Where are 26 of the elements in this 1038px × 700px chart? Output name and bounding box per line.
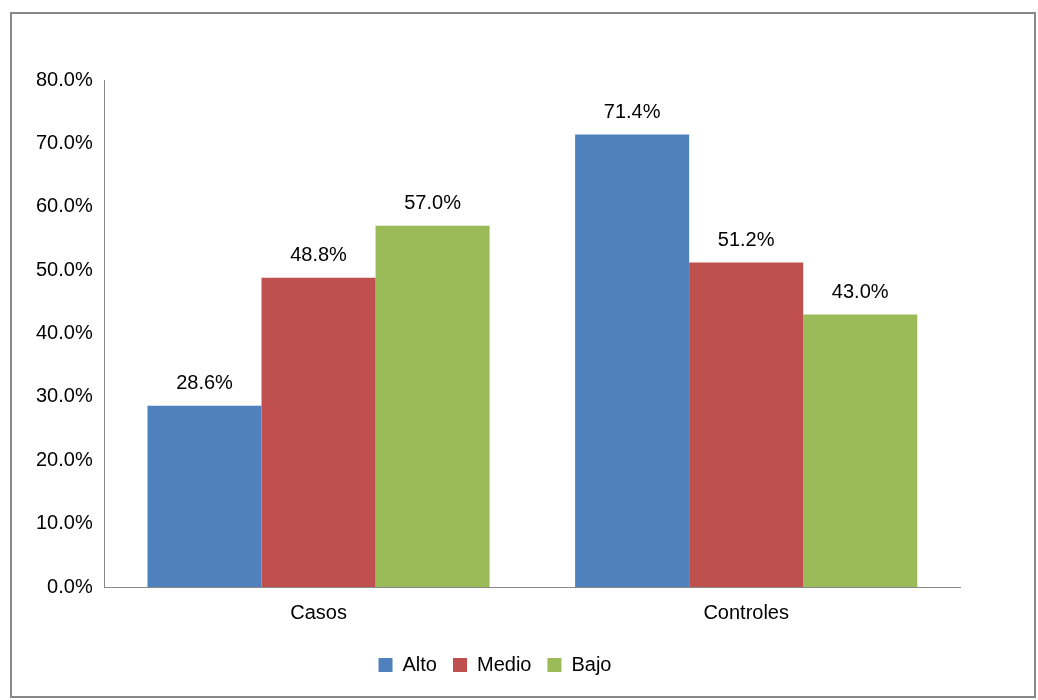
y-tick-label: 30.0%: [35, 384, 93, 407]
y-tick-label: 70.0%: [35, 130, 93, 153]
x-tick-label: Controles: [703, 600, 789, 623]
x-tick-label: Casos: [290, 600, 347, 623]
data-label: 48.8%: [290, 243, 348, 266]
y-tick-label: 0.0%: [47, 574, 93, 597]
data-label: 71.4%: [603, 100, 661, 123]
bar: [375, 225, 490, 587]
legend-label: Alto: [402, 652, 437, 675]
data-label: 28.6%: [176, 371, 234, 394]
bar: [147, 405, 262, 587]
bar: [803, 314, 918, 587]
bar: [689, 262, 804, 587]
y-tick-label: 40.0%: [35, 321, 93, 344]
bar: [261, 277, 376, 587]
data-label: 43.0%: [831, 280, 889, 302]
y-tick-label: 50.0%: [35, 257, 93, 280]
data-label: 51.2%: [717, 228, 775, 251]
bar: [575, 134, 690, 587]
data-label: 57.0%: [404, 191, 462, 214]
y-tick-label: 10.0%: [35, 511, 93, 534]
legend-label: Bajo: [571, 652, 612, 675]
y-tick-label: 60.0%: [35, 194, 93, 217]
legend-label: Medio: [476, 652, 532, 675]
y-tick-label: 20.0%: [35, 447, 93, 470]
y-tick-label: 80.0%: [35, 67, 93, 90]
